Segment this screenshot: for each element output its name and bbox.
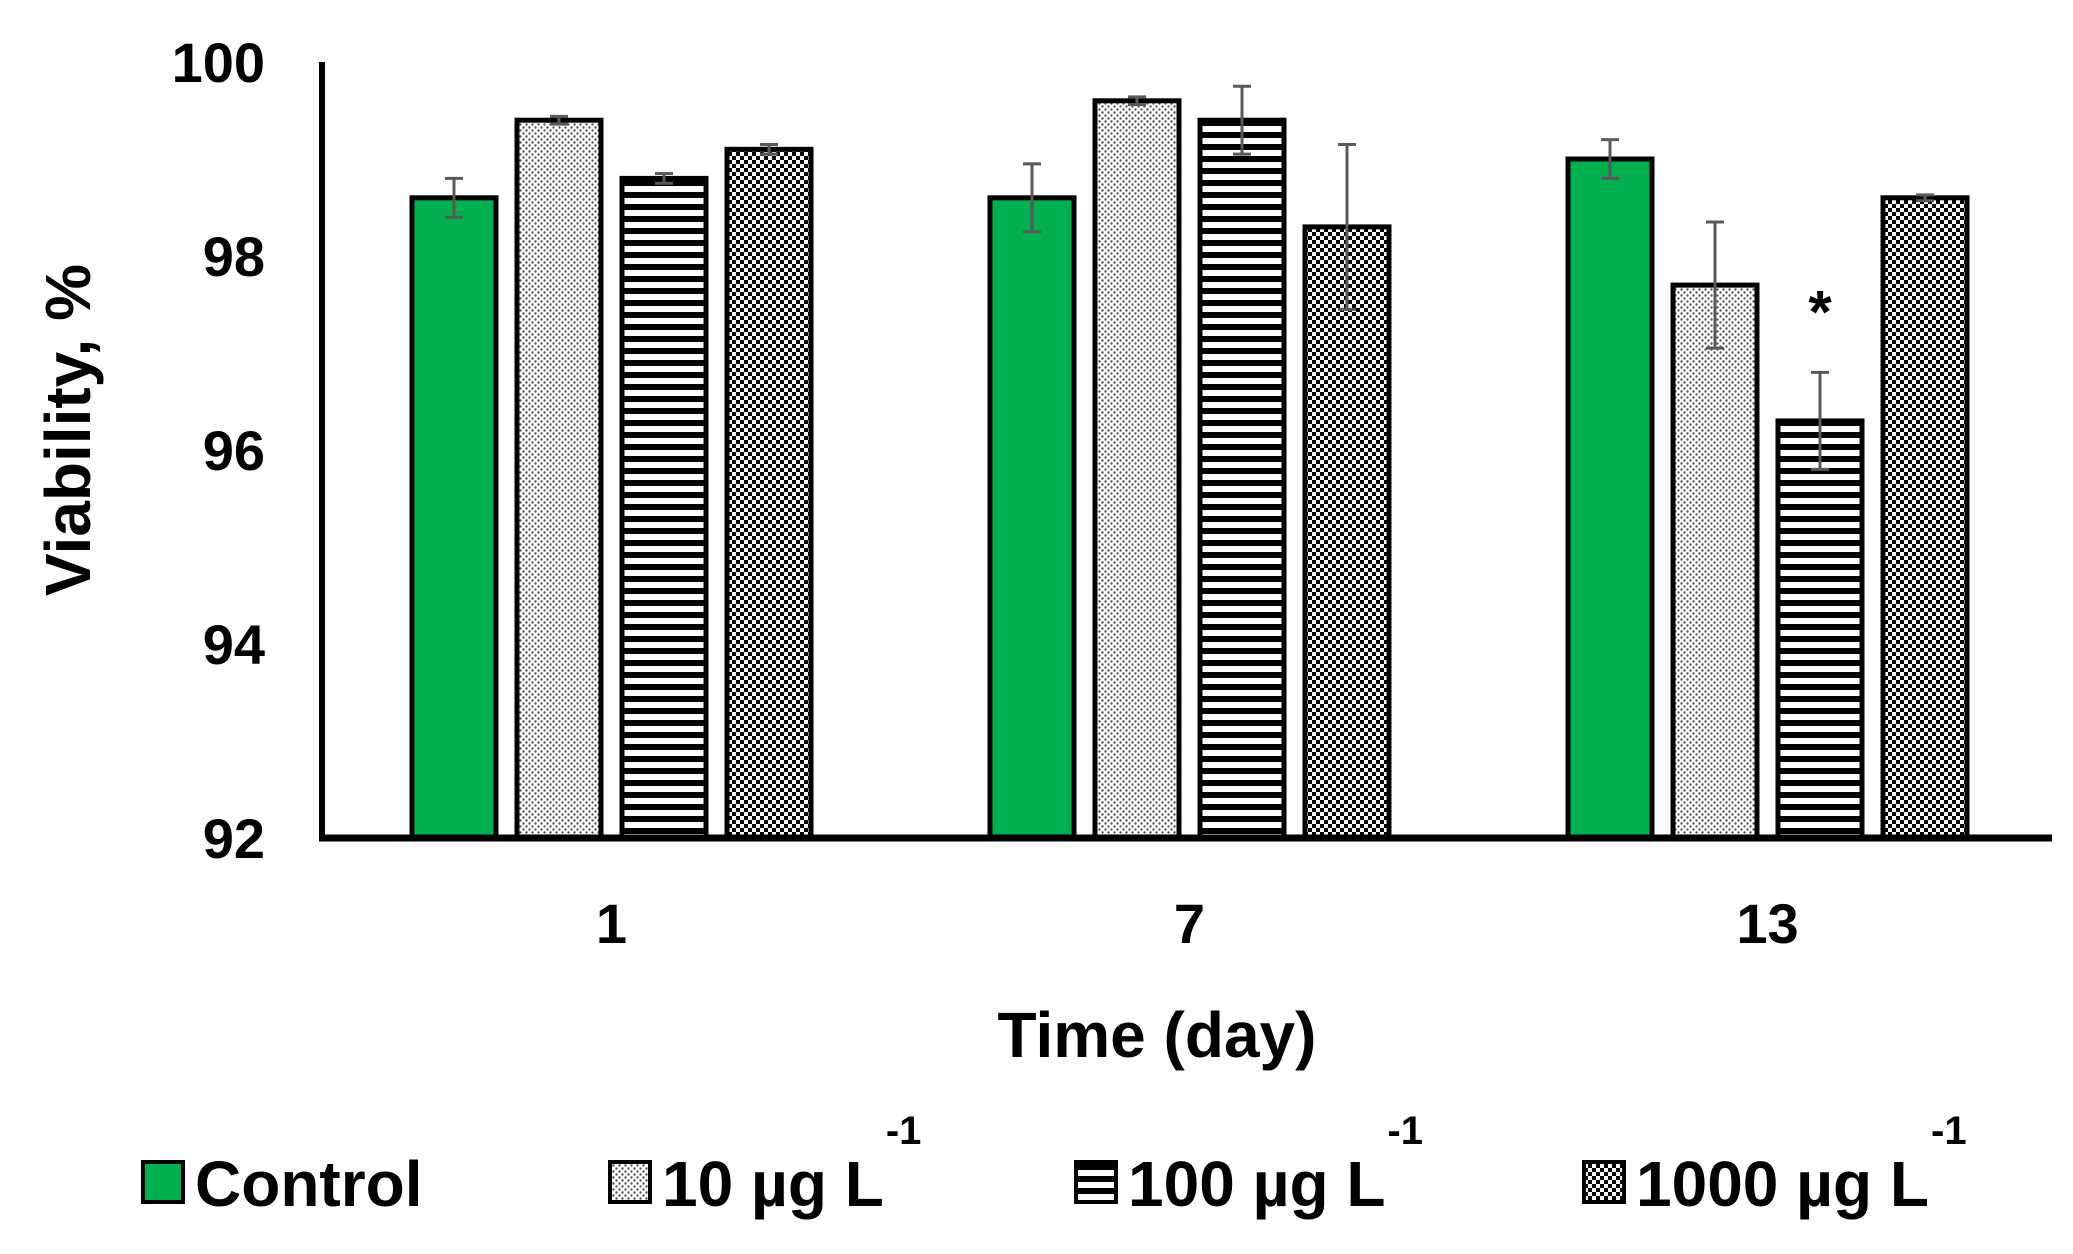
y-tick-label: 94 [203, 613, 265, 676]
legend-swatch-10-g-l [608, 1160, 652, 1204]
error-bar-1000-g-l-day-7 [1338, 142, 1356, 311]
bar-100-g-l-day-13 [1775, 418, 1865, 841]
x-tick-label-day-7: 7 [1174, 892, 1205, 955]
bar-control-day-13 [1565, 156, 1655, 841]
y-axis-title: Viability, % [32, 264, 104, 596]
y-tick-label: 98 [203, 225, 265, 288]
legend-label-control: Control [195, 1148, 423, 1220]
error-bars-layer [445, 84, 1934, 471]
bar-10-g-l-day-7 [1092, 98, 1182, 841]
x-axis-title: Time (day) [998, 999, 1317, 1071]
error-bar-100-g-l-day-1 [655, 172, 673, 185]
error-bar-10-g-l-day-7 [1128, 95, 1146, 107]
bar-10-g-l-day-1 [514, 117, 604, 841]
error-bar-1000-g-l-day-13 [1916, 193, 1934, 203]
bar-control-day-7 [987, 195, 1077, 841]
bar-1000-g-l-day-13 [1880, 195, 1970, 841]
error-bar-control-day-1 [445, 176, 463, 219]
x-tick-labels: 1 7 13 [596, 892, 1799, 955]
y-tick-label: 100 [172, 31, 265, 94]
bar-10-g-l-day-13 [1670, 282, 1760, 841]
legend-item-1000-g-l: 1000 µg L-1 [1582, 1109, 1967, 1220]
legend-swatch-100-g-l [1074, 1160, 1118, 1204]
legend: Control 10 µg L-1 100 µg L-1 1000 µg L-1 [141, 1109, 1967, 1220]
bar-100-g-l-day-7 [1197, 117, 1287, 841]
y-tick-label: 96 [203, 419, 265, 482]
x-tick-label-day-1: 1 [596, 892, 627, 955]
legend-item-100-g-l: 100 µg L-1 [1074, 1109, 1423, 1220]
bar-1000-g-l-day-7 [1302, 224, 1392, 841]
significance-marker: * [1808, 278, 1832, 345]
bars-layer [409, 98, 1970, 841]
legend-swatch-1000-g-l [1582, 1160, 1626, 1204]
legend-item-control: Control [141, 1148, 423, 1220]
error-bar-100-g-l-day-7 [1233, 84, 1251, 156]
legend-swatch-control [141, 1160, 185, 1204]
legend-item-10-g-l: 10 µg L-1 [608, 1109, 921, 1220]
error-bar-control-day-7 [1023, 162, 1041, 234]
error-bar-1000-g-l-day-1 [760, 142, 778, 156]
legend-label-10-g-l: 10 µg L-1 [662, 1109, 921, 1220]
annotations-layer: * [1808, 278, 1832, 345]
y-tick-labels: 92 94 96 98 100 [172, 31, 265, 870]
error-bar-control-day-13 [1601, 138, 1619, 180]
legend-label-1000-g-l: 1000 µg L-1 [1636, 1109, 1967, 1220]
error-bar-10-g-l-day-13 [1706, 220, 1724, 350]
legend-label-100-g-l: 100 µg L-1 [1128, 1109, 1423, 1220]
error-bar-10-g-l-day-1 [550, 114, 568, 126]
bar-100-g-l-day-1 [619, 175, 709, 841]
bar-control-day-1 [409, 195, 499, 841]
x-tick-label-day-13: 13 [1736, 892, 1798, 955]
y-tick-label: 92 [203, 807, 265, 870]
error-bar-100-g-l-day-13 [1811, 370, 1829, 471]
bar-1000-g-l-day-1 [724, 146, 814, 841]
